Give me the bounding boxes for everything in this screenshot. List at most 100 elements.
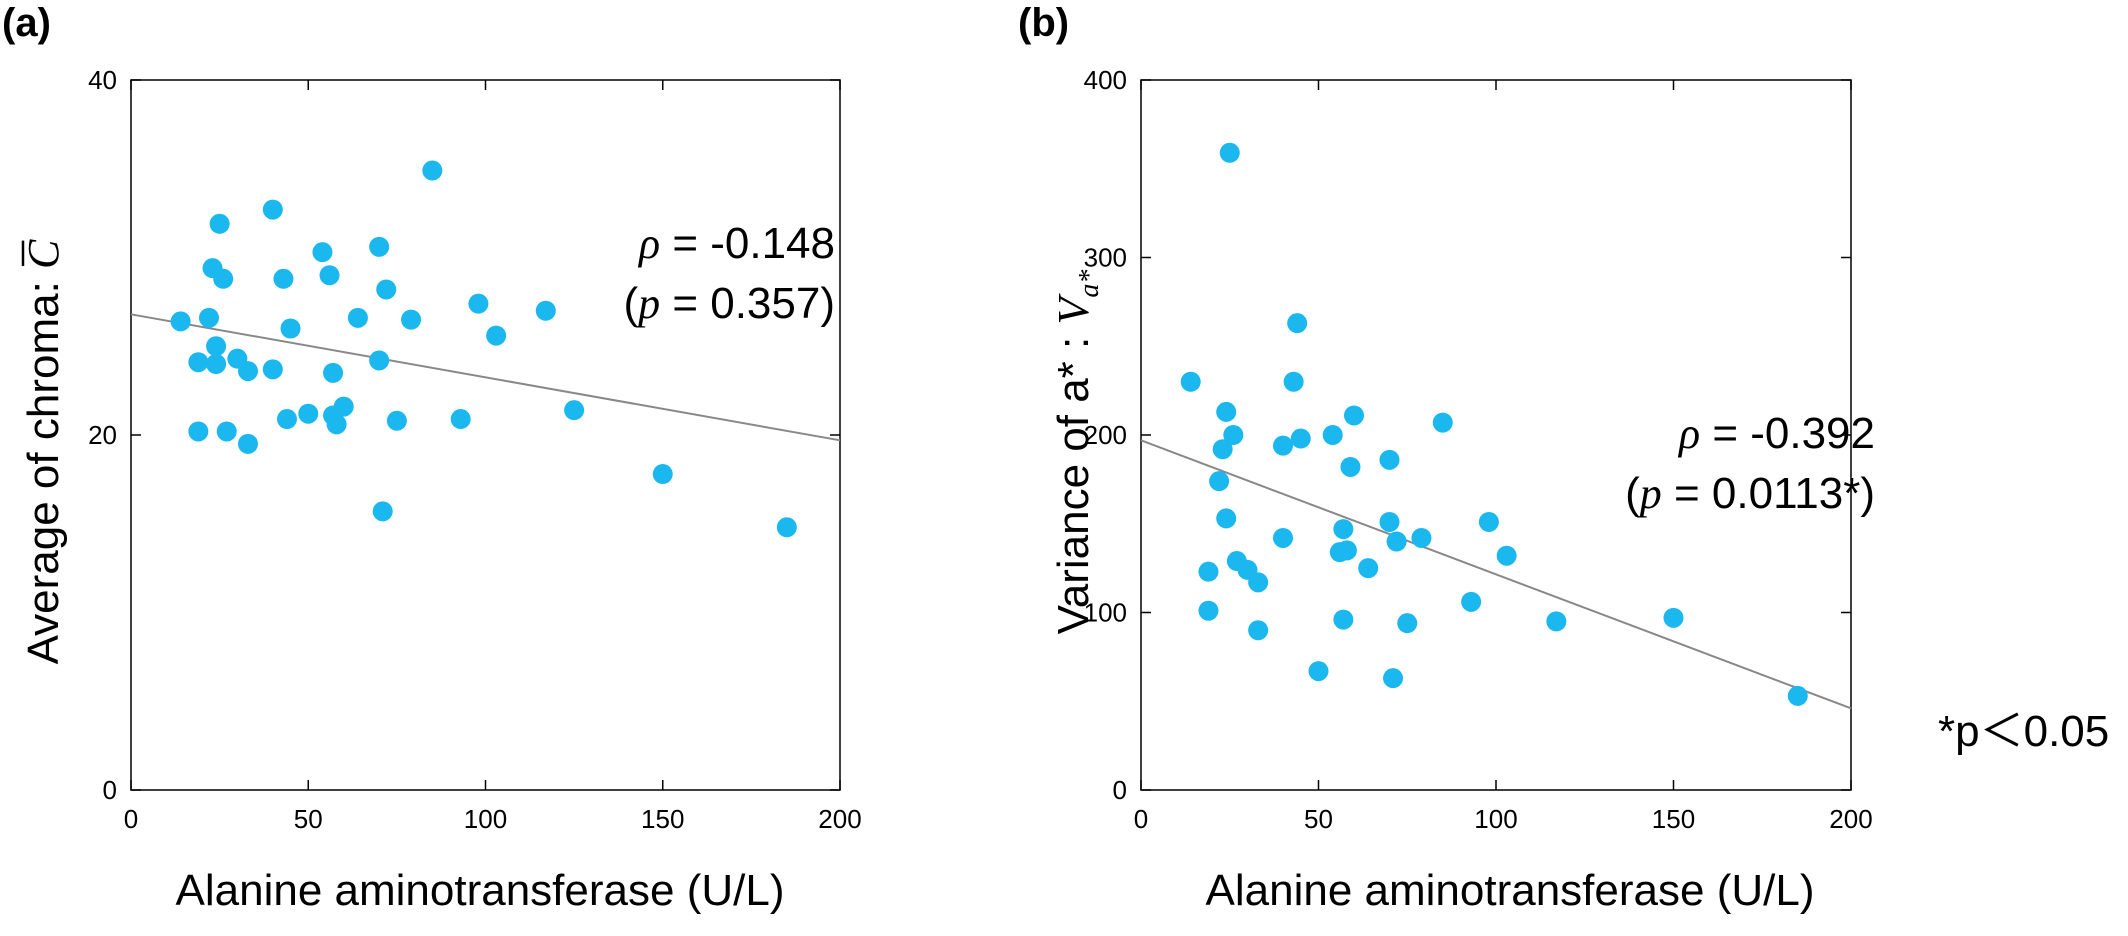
data-point	[1383, 668, 1404, 689]
data-point	[422, 160, 443, 181]
data-point	[1663, 607, 1684, 628]
data-point	[1308, 661, 1329, 682]
data-point	[1379, 449, 1400, 470]
data-point	[535, 300, 556, 321]
data-point	[1336, 540, 1357, 561]
data-point	[1209, 471, 1230, 492]
data-point	[386, 410, 407, 431]
panel-b: (b) 0 50 100 150 200 0 100 200 300 400 Alanine am…	[1018, 1, 2109, 915]
data-point	[1273, 527, 1293, 548]
data-point	[206, 336, 227, 357]
y-tick-label: 0	[103, 775, 117, 805]
data-point	[312, 242, 333, 263]
data-point	[1397, 613, 1418, 634]
panel-a-y-axis-symbol: C	[19, 239, 68, 269]
data-point	[237, 433, 258, 454]
panel-b-y-axis-symbol: V	[1049, 293, 1098, 325]
panel-a-label: (a)	[2, 1, 51, 45]
data-point	[188, 352, 209, 373]
data-point	[369, 236, 390, 257]
x-tick-label: 100	[464, 804, 507, 834]
data-point	[206, 354, 227, 374]
data-point	[347, 307, 368, 328]
data-point	[1432, 412, 1453, 433]
data-point	[376, 279, 397, 300]
data-point	[213, 268, 234, 289]
data-point	[1358, 558, 1379, 579]
panel-a-rho-annotation: ρ = -0.148	[637, 219, 835, 268]
data-point	[188, 421, 209, 442]
data-point	[1212, 439, 1233, 460]
data-point	[468, 293, 489, 314]
y-tick-label: 100	[1084, 598, 1127, 628]
y-tick-label: 200	[1084, 420, 1127, 450]
data-point	[1322, 425, 1343, 445]
panel-b-p-annotation: (p = 0.0113*)	[1625, 469, 1875, 518]
panel-b-regression-line	[1140, 439, 1852, 710]
data-point	[1333, 609, 1354, 630]
data-point	[170, 311, 191, 332]
data-point	[1248, 620, 1269, 641]
data-point	[209, 213, 230, 234]
panel-a-y-axis-title: Average of chroma: C	[19, 239, 68, 664]
data-point	[401, 309, 422, 330]
data-point	[1283, 371, 1304, 392]
panel-a-p-annotation: (p = 0.357)	[623, 279, 835, 328]
data-point	[1198, 561, 1219, 582]
data-point	[237, 361, 258, 382]
panel-a-regression-line	[130, 313, 841, 442]
y-tick-label: 40	[88, 65, 117, 95]
data-point	[1461, 591, 1482, 612]
data-point	[1478, 511, 1499, 532]
data-point	[1216, 508, 1237, 529]
y-tick-label: 0	[1113, 775, 1127, 805]
x-tick-label: 200	[1829, 804, 1872, 834]
panel-a-points	[170, 160, 797, 538]
data-point	[276, 409, 297, 430]
y-tick-label: 400	[1084, 65, 1127, 95]
data-point	[1287, 313, 1308, 334]
data-point	[1198, 600, 1219, 621]
data-point	[262, 199, 283, 220]
data-point	[1223, 425, 1244, 445]
data-point	[776, 517, 797, 538]
data-point	[216, 421, 237, 442]
data-point	[486, 325, 507, 346]
panel-b-x-axis-title: Alanine aminotransferase (U/L)	[1206, 866, 1815, 915]
panel-b-points	[1180, 142, 1808, 706]
data-point	[1333, 519, 1354, 540]
panel-a-ticks: 0 50 100 150 200 0 20 40	[88, 65, 862, 834]
panel-b-significance-footnote: *p＜0.05	[1938, 707, 2109, 756]
data-point	[1411, 527, 1432, 548]
x-tick-label: 50	[294, 804, 323, 834]
x-tick-label: 200	[818, 804, 861, 834]
data-point	[1248, 572, 1269, 593]
panel-a: (a) 0 50 100 150 200 0 20 40 Alanine aminotrans…	[2, 1, 862, 915]
data-point	[1386, 531, 1407, 552]
data-point	[198, 307, 219, 328]
panel-b-label: (b)	[1018, 1, 1069, 45]
panel-a-plot-frame	[130, 79, 841, 791]
y-tick-label: 20	[88, 420, 117, 450]
data-point	[1216, 401, 1237, 422]
data-point	[1546, 611, 1567, 632]
data-point	[319, 265, 340, 286]
data-point	[1219, 142, 1240, 163]
data-point	[280, 318, 301, 339]
data-point	[564, 400, 585, 421]
x-tick-label: 150	[641, 804, 684, 834]
panel-b-y-axis-title: Variance of a* : Va*	[1049, 270, 1105, 635]
data-point	[298, 403, 319, 424]
data-point	[1290, 428, 1311, 449]
x-tick-label: 100	[1474, 804, 1517, 834]
y-tick-label: 300	[1084, 243, 1127, 273]
data-point	[1180, 371, 1201, 392]
data-point	[1379, 511, 1400, 532]
data-point	[273, 268, 294, 289]
data-point	[1496, 545, 1517, 566]
data-point	[262, 359, 283, 380]
data-point	[369, 350, 390, 371]
data-point	[1344, 405, 1364, 426]
x-tick-label: 50	[1304, 804, 1333, 834]
